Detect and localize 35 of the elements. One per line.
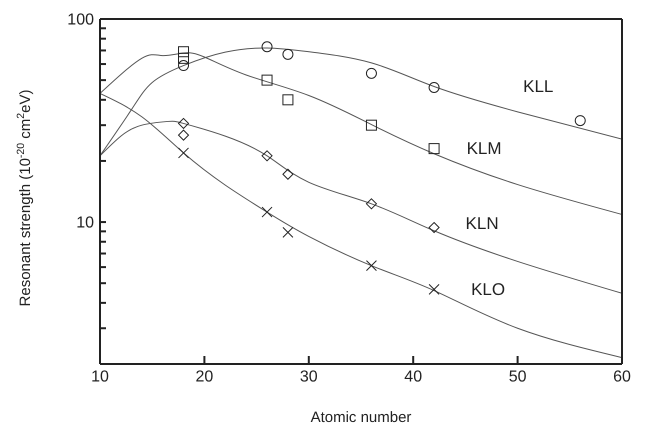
- x-tick-label: 20: [196, 368, 214, 386]
- point: [428, 284, 440, 295]
- point: [574, 115, 586, 126]
- point: [366, 120, 377, 131]
- point: [178, 46, 190, 58]
- x-tick-label: 10: [91, 368, 109, 386]
- series-label: KLN: [466, 214, 499, 234]
- point: [262, 150, 273, 162]
- point: [178, 147, 190, 158]
- point: [366, 68, 377, 79]
- point: [262, 74, 273, 86]
- point: [282, 226, 294, 238]
- series-label: KLL: [523, 77, 554, 96]
- series-label: KLO: [471, 280, 506, 299]
- point: [262, 206, 273, 218]
- x-tick-label: 50: [508, 368, 527, 386]
- point: [178, 60, 190, 72]
- x-tick-label: 30: [300, 368, 318, 386]
- x-tick-label: 60: [613, 368, 631, 386]
- point: [282, 48, 294, 60]
- point: [428, 143, 440, 154]
- x-axis-title: Atomic number: [310, 409, 412, 426]
- x-tick-label: 40: [404, 368, 422, 386]
- point: [366, 260, 377, 272]
- point: [428, 222, 440, 234]
- y-tick-label: 100: [67, 12, 94, 29]
- point: [428, 82, 440, 93]
- point: [262, 41, 273, 52]
- point: [366, 198, 377, 210]
- series-label: KLM: [466, 139, 502, 158]
- point: [282, 94, 294, 106]
- point: [178, 118, 190, 129]
- point: [282, 168, 294, 180]
- point: [178, 130, 190, 141]
- point: [178, 52, 190, 64]
